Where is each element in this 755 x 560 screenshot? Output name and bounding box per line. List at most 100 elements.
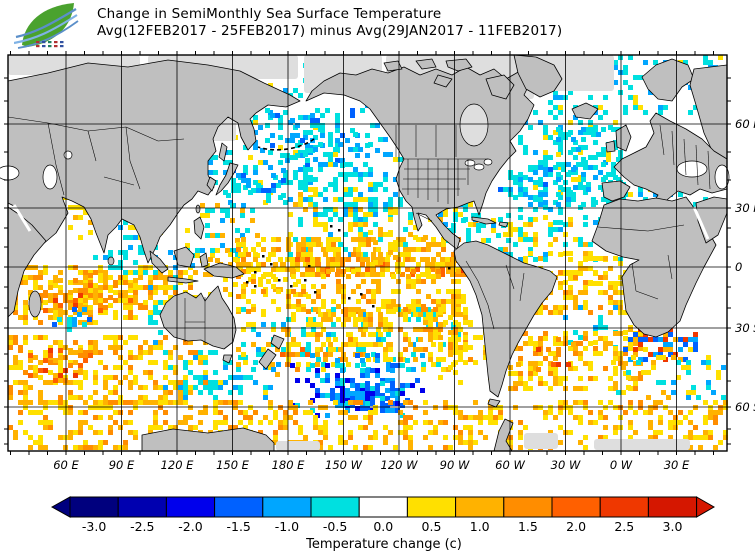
anomaly-cell (158, 425, 163, 430)
anomaly-cell (658, 420, 663, 425)
anomaly-cell (128, 295, 133, 300)
anomaly-cell (603, 325, 608, 330)
anomaly-cell (378, 260, 383, 265)
anomaly-cell (593, 165, 598, 170)
anomaly-cell (533, 242, 538, 247)
anomaly-cell (143, 300, 148, 305)
anomaly-cell (568, 150, 573, 155)
anomaly-cell (78, 420, 83, 425)
anomaly-cell (243, 360, 248, 365)
anomaly-cell (573, 237, 578, 242)
anomaly-cell (583, 361, 588, 366)
anomaly-cell (468, 345, 473, 350)
anomaly-cell (618, 257, 623, 262)
anomaly-cell (283, 88, 288, 93)
anomaly-cell (23, 335, 28, 340)
anomaly-cell (83, 283, 88, 288)
anomaly-cell (158, 345, 163, 350)
anomaly-cell (88, 283, 93, 288)
anomaly-cell (456, 337, 461, 342)
anomaly-cell (233, 400, 238, 405)
anomaly-cell (335, 143, 340, 148)
anomaly-cell (330, 393, 335, 398)
anomaly-cell (58, 370, 63, 375)
logo-wave-2 (14, 14, 78, 45)
anomaly-cell (375, 148, 380, 153)
anomaly-cell (213, 395, 218, 400)
anomaly-cell (33, 373, 38, 378)
anomaly-cell (598, 185, 603, 190)
anomaly-cell (518, 172, 523, 177)
anomaly-cell (303, 262, 308, 267)
anomaly-cell (553, 366, 558, 371)
anomaly-cell (463, 415, 468, 420)
anomaly-cell (323, 197, 328, 202)
anomaly-cell (128, 310, 133, 315)
anomaly-cell (583, 222, 588, 227)
anomaly-cell (416, 317, 421, 322)
anomaly-cell (108, 425, 113, 430)
anomaly-cell (183, 400, 188, 405)
anomaly-cell (173, 345, 178, 350)
anomaly-cell (398, 357, 403, 362)
anomaly-cell (300, 138, 305, 143)
anomaly-cell (648, 435, 653, 440)
anomaly-cell (356, 252, 361, 257)
anomaly-cell (278, 120, 283, 125)
anomaly-cell (305, 272, 310, 277)
anomaly-cell (335, 393, 340, 398)
anomaly-cell (148, 370, 153, 375)
anomaly-cell (508, 440, 513, 445)
anomaly-cell (355, 153, 360, 158)
anomaly-cell (706, 385, 711, 390)
anomaly-cell (333, 152, 338, 157)
anomaly-cell (251, 322, 256, 327)
anomaly-cell (43, 350, 48, 355)
anomaly-cell (295, 153, 300, 158)
anomaly-cell (336, 247, 341, 252)
anomaly-cell (168, 355, 173, 360)
anomaly-cell (285, 362, 290, 367)
anomaly-cell (373, 187, 378, 192)
anomaly-cell (578, 415, 583, 420)
anomaly-cell (638, 405, 643, 410)
anomaly-cell (258, 125, 263, 130)
anomaly-cell (103, 270, 108, 275)
anomaly-cell (38, 390, 43, 395)
anomaly-cell (613, 405, 618, 410)
anomaly-cell (365, 143, 370, 148)
anomaly-cell (223, 415, 228, 420)
anomaly-cell (253, 145, 258, 150)
anomaly-cell (403, 242, 408, 247)
anomaly-cell (598, 325, 603, 330)
anomaly-cell (348, 147, 353, 152)
anomaly-cell (683, 60, 688, 65)
anomaly-cell (538, 160, 543, 165)
anomaly-cell (543, 415, 548, 420)
anomaly-cell (193, 375, 198, 380)
anomaly-cell (378, 342, 383, 347)
anomaly-cell (463, 360, 468, 365)
anomaly-cell (256, 267, 261, 272)
anomaly-cell (335, 123, 340, 128)
anomaly-cell (533, 257, 538, 262)
anomaly-cell (456, 304, 461, 309)
anomaly-cell (423, 400, 428, 405)
anomaly-cell (103, 285, 108, 290)
anomaly-cell (113, 340, 118, 345)
anomaly-cell (213, 350, 218, 355)
anomaly-cell (310, 113, 315, 118)
anomaly-cell (73, 340, 78, 345)
anomaly-cell (345, 401, 350, 406)
political-border (683, 138, 687, 176)
anomaly-cell (183, 270, 188, 275)
anomaly-cell (383, 425, 388, 430)
anomaly-cell (388, 342, 393, 347)
colorbar-tick-label: 1.0 (470, 519, 490, 534)
anomaly-cell (578, 341, 583, 346)
anomaly-cell (593, 175, 598, 180)
anomaly-cell (178, 390, 183, 395)
anomaly-cell (701, 360, 706, 365)
anomaly-cell (440, 272, 445, 277)
anomaly-cell (243, 170, 248, 175)
